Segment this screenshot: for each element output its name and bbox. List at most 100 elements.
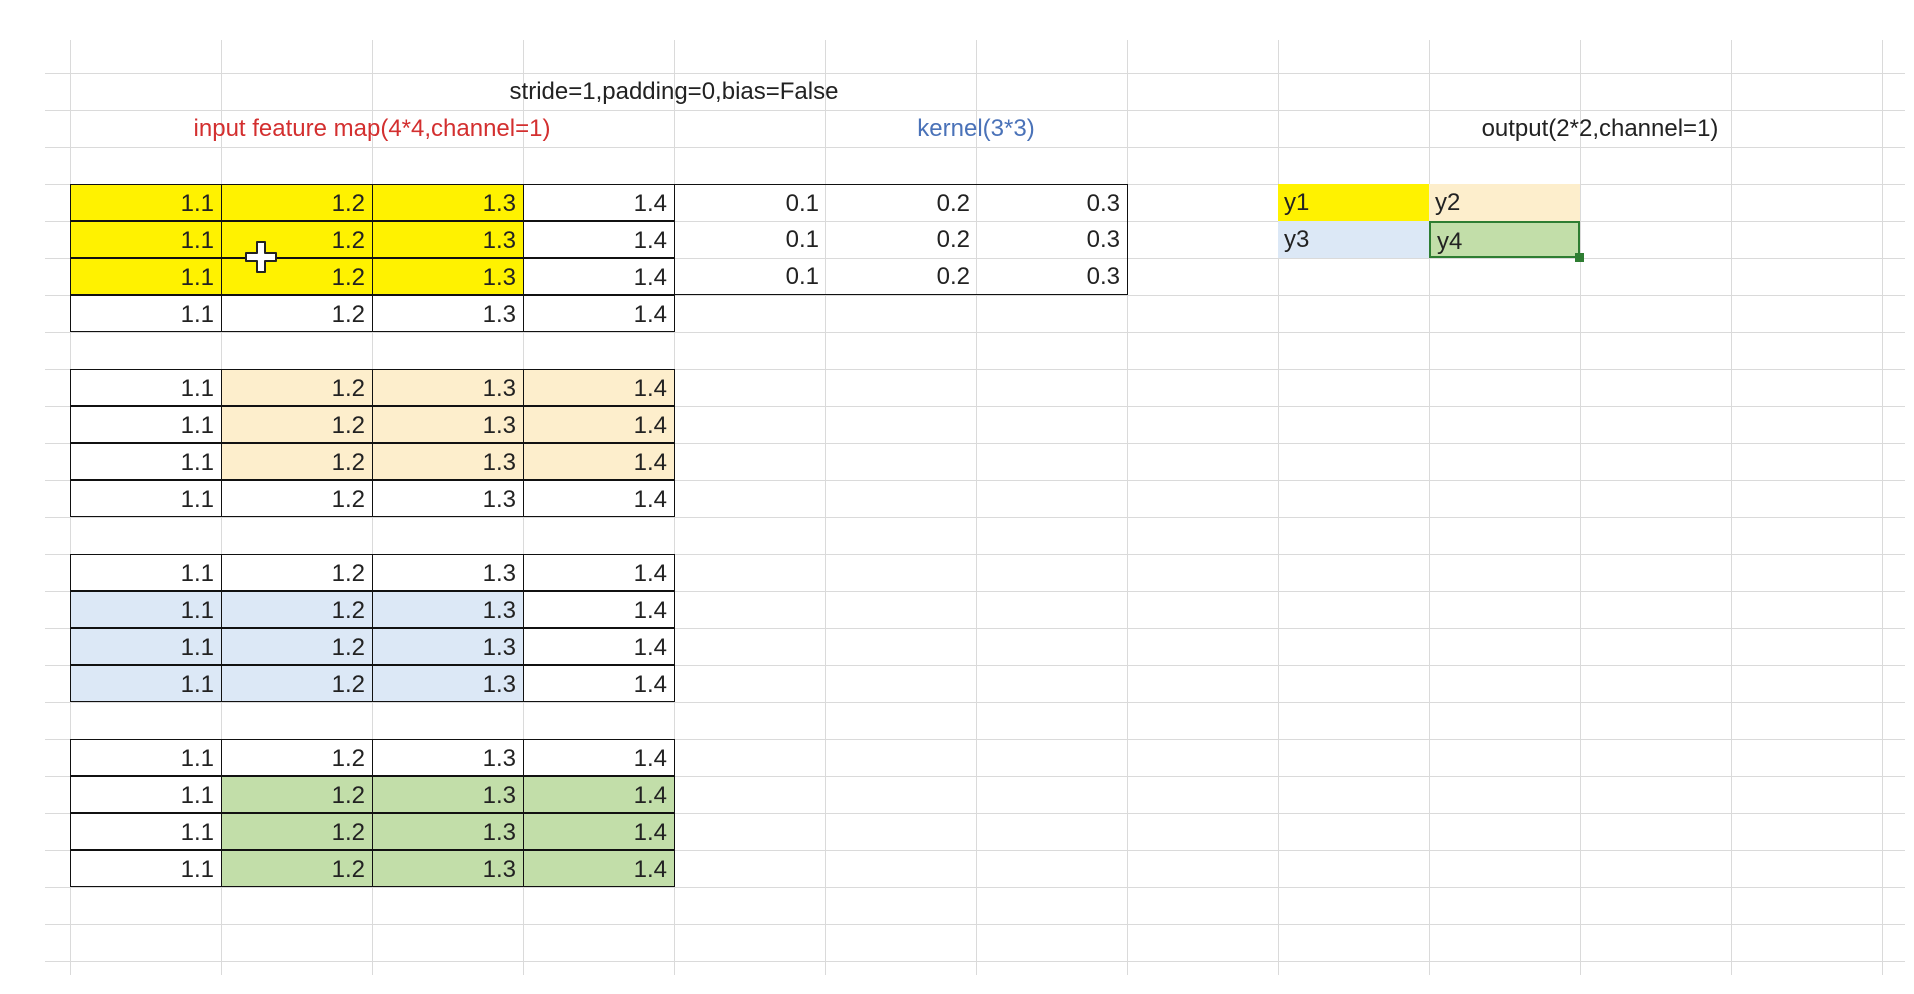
- input-cell[interactable]: 1.3: [372, 628, 524, 665]
- input-cell[interactable]: 1.4: [523, 369, 675, 406]
- input-cell[interactable]: 1.4: [523, 443, 675, 480]
- input-cell[interactable]: 1.2: [221, 184, 373, 221]
- output-cell-y3[interactable]: y3: [1278, 221, 1429, 258]
- input-cell[interactable]: 1.4: [523, 813, 675, 850]
- kernel-cell[interactable]: 0.1: [674, 258, 826, 295]
- input-cell[interactable]: 1.3: [372, 739, 524, 776]
- kernel-label: kernel(3*3): [917, 115, 1035, 142]
- row-gridline: [45, 628, 1905, 629]
- input-cell[interactable]: 1.2: [221, 406, 373, 443]
- row-gridline: [45, 665, 1905, 666]
- input-cell[interactable]: 1.3: [372, 850, 524, 887]
- row-gridline: [45, 554, 1905, 555]
- input-cell[interactable]: 1.1: [70, 184, 222, 221]
- row-gridline: [45, 813, 1905, 814]
- row-gridline: [45, 591, 1905, 592]
- row-gridline: [45, 480, 1905, 481]
- column-gridline: [1429, 40, 1430, 975]
- kernel-cell[interactable]: 0.2: [825, 258, 977, 295]
- column-gridline: [1882, 40, 1883, 975]
- input-cell[interactable]: 1.4: [523, 406, 675, 443]
- row-gridline: [45, 850, 1905, 851]
- input-cell[interactable]: 1.4: [523, 776, 675, 813]
- input-cell[interactable]: 1.3: [372, 369, 524, 406]
- input-cell[interactable]: 1.4: [523, 850, 675, 887]
- input-cell[interactable]: 1.2: [221, 628, 373, 665]
- params-label: stride=1,padding=0,bias=False: [509, 78, 839, 105]
- input-cell[interactable]: 1.2: [221, 554, 373, 591]
- input-cell[interactable]: 1.1: [70, 480, 222, 517]
- row-gridline: [45, 443, 1905, 444]
- input-cell[interactable]: 1.4: [523, 258, 675, 295]
- input-cell[interactable]: 1.3: [372, 258, 524, 295]
- kernel-cell[interactable]: 0.3: [976, 184, 1128, 221]
- input-cell[interactable]: 1.3: [372, 406, 524, 443]
- output-cell-y2[interactable]: y2: [1429, 184, 1580, 221]
- input-cell[interactable]: 1.1: [70, 591, 222, 628]
- input-cell[interactable]: 1.1: [70, 628, 222, 665]
- row-gridline: [45, 517, 1905, 518]
- selection-fill-handle[interactable]: [1575, 253, 1584, 262]
- input-cell[interactable]: 1.2: [221, 776, 373, 813]
- input-cell[interactable]: 1.4: [523, 554, 675, 591]
- input-cell[interactable]: 1.3: [372, 776, 524, 813]
- input-cell[interactable]: 1.1: [70, 776, 222, 813]
- kernel-cell[interactable]: 0.1: [674, 221, 826, 258]
- move-cursor-icon: [244, 240, 278, 274]
- output-cell-y4[interactable]: y4: [1429, 221, 1580, 258]
- input-cell[interactable]: 1.3: [372, 480, 524, 517]
- input-cell[interactable]: 1.4: [523, 628, 675, 665]
- input-cell[interactable]: 1.1: [70, 850, 222, 887]
- input-cell[interactable]: 1.2: [221, 258, 373, 295]
- input-cell[interactable]: 1.4: [523, 295, 675, 332]
- kernel-cell[interactable]: 0.2: [936, 226, 970, 253]
- input-cell[interactable]: 1.1: [70, 813, 222, 850]
- row-gridline: [45, 332, 1905, 333]
- input-feature-map-label: input feature map(4*4,channel=1): [193, 115, 551, 142]
- output-cell-y1[interactable]: y1: [1278, 184, 1429, 221]
- input-cell[interactable]: 1.4: [523, 665, 675, 702]
- input-cell[interactable]: 1.2: [221, 480, 373, 517]
- row-gridline: [45, 961, 1905, 962]
- input-cell[interactable]: 1.1: [70, 665, 222, 702]
- row-gridline: [45, 147, 1905, 148]
- kernel-cell[interactable]: 0.1: [674, 184, 826, 221]
- input-cell[interactable]: 1.2: [221, 665, 373, 702]
- input-cell[interactable]: 1.3: [372, 554, 524, 591]
- input-cell[interactable]: 1.1: [70, 221, 222, 258]
- input-cell[interactable]: 1.3: [372, 221, 524, 258]
- input-cell[interactable]: 1.1: [70, 554, 222, 591]
- input-cell[interactable]: 1.2: [221, 295, 373, 332]
- input-cell[interactable]: 1.2: [221, 739, 373, 776]
- input-cell[interactable]: 1.2: [221, 813, 373, 850]
- input-cell[interactable]: 1.1: [70, 295, 222, 332]
- input-cell[interactable]: 1.1: [70, 369, 222, 406]
- input-cell[interactable]: 1.4: [523, 739, 675, 776]
- input-cell[interactable]: 1.1: [70, 406, 222, 443]
- input-cell[interactable]: 1.2: [221, 369, 373, 406]
- input-cell[interactable]: 1.3: [372, 591, 524, 628]
- kernel-cell[interactable]: 0.2: [825, 184, 977, 221]
- input-cell[interactable]: 1.3: [372, 184, 524, 221]
- kernel-cell[interactable]: 0.3: [976, 258, 1128, 295]
- input-cell[interactable]: 1.2: [221, 591, 373, 628]
- input-cell[interactable]: 1.1: [70, 258, 222, 295]
- input-cell[interactable]: 1.3: [372, 813, 524, 850]
- input-cell[interactable]: 1.4: [523, 184, 675, 221]
- input-cell[interactable]: 1.4: [523, 591, 675, 628]
- input-cell[interactable]: 1.3: [372, 665, 524, 702]
- row-gridline: [45, 924, 1905, 925]
- input-cell[interactable]: 1.1: [70, 443, 222, 480]
- input-cell[interactable]: 1.4: [523, 480, 675, 517]
- input-cell[interactable]: 1.1: [70, 739, 222, 776]
- column-gridline: [976, 40, 977, 975]
- row-gridline: [45, 110, 1905, 111]
- input-cell[interactable]: 1.2: [221, 443, 373, 480]
- column-gridline: [1278, 40, 1279, 975]
- input-cell[interactable]: 1.3: [372, 443, 524, 480]
- input-cell[interactable]: 1.2: [221, 850, 373, 887]
- input-cell[interactable]: 1.4: [523, 221, 675, 258]
- input-cell[interactable]: 1.3: [372, 295, 524, 332]
- kernel-cell[interactable]: 0.3: [976, 221, 1128, 258]
